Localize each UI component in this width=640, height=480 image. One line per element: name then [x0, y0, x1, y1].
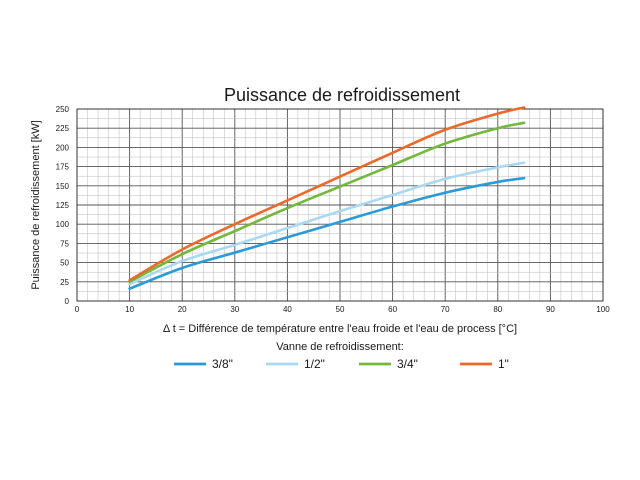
y-tick-label: 25 [60, 278, 69, 287]
series-lines [128, 106, 526, 291]
x-tick-label: 90 [546, 305, 555, 314]
legend-title: Vanne de refroidissement: [276, 341, 404, 353]
y-tick-label: 75 [60, 239, 69, 248]
series-line-3 [128, 106, 526, 282]
x-tick-label: 70 [441, 305, 450, 314]
y-tick-label: 100 [56, 220, 70, 229]
series-line-0 [128, 176, 526, 291]
series-line-2 [128, 121, 526, 284]
y-tick-label: 125 [56, 201, 70, 210]
grid [77, 109, 603, 301]
y-tick-label: 250 [56, 105, 70, 114]
tick-labels: 0 10 20 30 40 50 60 70 80 90 100 0 25 50 75 100 125 150 17… [56, 105, 611, 314]
x-tick-label: 100 [596, 305, 610, 314]
x-tick-label: 0 [75, 305, 80, 314]
legend-label-2: 3/4" [397, 357, 418, 371]
x-tick-label: 60 [388, 305, 397, 314]
y-tick-label: 0 [65, 297, 70, 306]
y-tick-label: 225 [56, 124, 70, 133]
y-tick-label: 150 [56, 182, 70, 191]
y-tick-label: 200 [56, 143, 70, 152]
y-axis-label: Puissance de refroidissement [kW] [30, 120, 42, 289]
series-line-1 [128, 161, 526, 286]
legend-label-1: 1/2" [304, 357, 325, 371]
y-tick-label: 50 [60, 259, 69, 268]
legend-label-3: 1" [498, 357, 509, 371]
y-tick-label: 175 [56, 163, 70, 172]
legend-label-0: 3/8" [212, 357, 233, 371]
x-axis-label: Δ t = Différence de température entre l'… [163, 323, 517, 335]
x-tick-label: 20 [178, 305, 187, 314]
x-tick-label: 80 [493, 305, 502, 314]
x-tick-label: 10 [125, 305, 134, 314]
x-tick-label: 50 [336, 305, 345, 314]
plot-frame [76, 108, 604, 302]
x-tick-label: 40 [283, 305, 292, 314]
x-tick-label: 30 [230, 305, 239, 314]
legend: 3/8" 1/2" 3/4" 1" [174, 357, 509, 371]
chart-title: Puissance de refroidissement [224, 85, 460, 105]
